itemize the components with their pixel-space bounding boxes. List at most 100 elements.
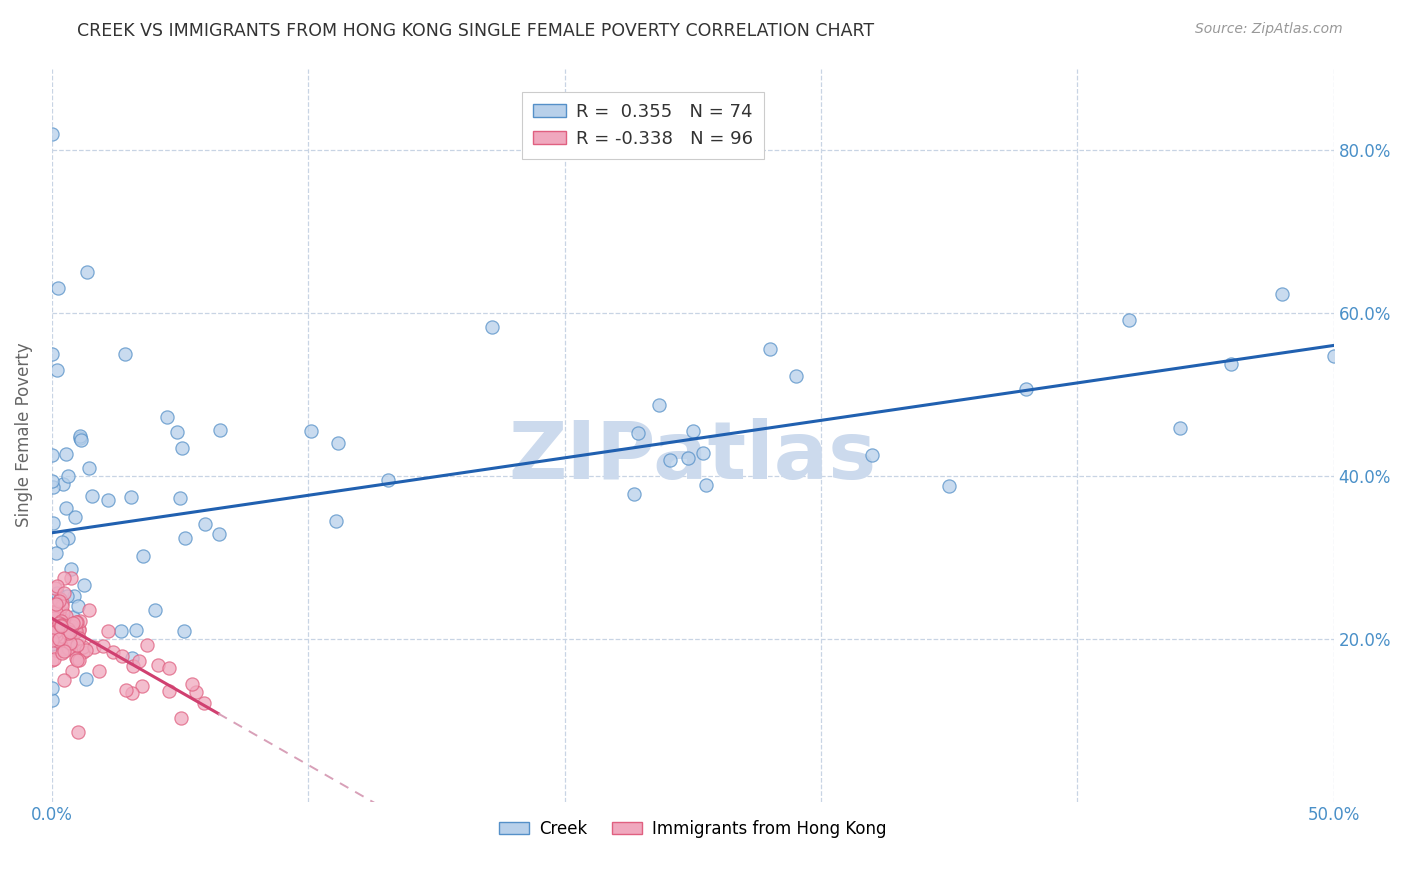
Point — [52, 673, 75, 688]
Point — [65, 651, 87, 665]
Point — [45, 598, 67, 612]
Point — [120, 490, 142, 504]
Y-axis label: Single Female Poverty: Single Female Poverty — [15, 343, 32, 527]
Point — [45, 363, 67, 377]
Point — [157, 661, 180, 675]
Point — [325, 514, 347, 528]
Point — [66, 599, 89, 613]
Point — [42, 611, 65, 625]
Point — [42, 605, 65, 619]
Point — [62, 633, 84, 648]
Point — [42, 480, 65, 494]
Point — [146, 657, 169, 672]
Text: ZIPatlas: ZIPatlas — [509, 418, 877, 496]
Point — [51, 629, 73, 643]
Text: CREEK VS IMMIGRANTS FROM HONG KONG SINGLE FEMALE POVERTY CORRELATION CHART: CREEK VS IMMIGRANTS FROM HONG KONG SINGL… — [77, 22, 875, 40]
Point — [80, 489, 103, 503]
Point — [79, 603, 101, 617]
Point — [156, 409, 179, 424]
Point — [66, 638, 89, 652]
Point — [114, 347, 136, 361]
Point — [60, 562, 83, 576]
Point — [143, 603, 166, 617]
Point — [91, 640, 114, 654]
Point — [1220, 358, 1243, 372]
Point — [48, 632, 70, 647]
Point — [1118, 313, 1140, 327]
Point — [66, 615, 89, 629]
Point — [52, 618, 75, 632]
Point — [56, 531, 79, 545]
Point — [44, 626, 66, 640]
Point — [45, 628, 67, 642]
Point — [41, 637, 63, 651]
Point — [65, 653, 87, 667]
Point — [55, 447, 77, 461]
Point — [46, 628, 69, 642]
Point — [67, 622, 90, 636]
Point — [63, 510, 86, 524]
Point — [41, 632, 63, 647]
Point — [44, 642, 66, 657]
Point — [692, 446, 714, 460]
Point — [101, 645, 124, 659]
Point — [377, 474, 399, 488]
Point — [56, 589, 79, 603]
Point — [41, 606, 63, 620]
Point — [45, 579, 67, 593]
Point — [193, 696, 215, 710]
Point — [69, 614, 91, 628]
Point — [44, 617, 66, 632]
Point — [41, 346, 63, 360]
Point — [67, 631, 90, 645]
Point — [785, 368, 807, 383]
Text: Source: ZipAtlas.com: Source: ZipAtlas.com — [1195, 22, 1343, 37]
Point — [52, 619, 75, 633]
Point — [67, 725, 90, 739]
Point — [208, 423, 231, 437]
Point — [938, 479, 960, 493]
Point — [55, 501, 77, 516]
Legend: Creek, Immigrants from Hong Kong: Creek, Immigrants from Hong Kong — [492, 814, 893, 845]
Point — [44, 652, 66, 666]
Point — [627, 425, 650, 440]
Point — [51, 646, 73, 660]
Point — [174, 531, 197, 545]
Point — [48, 594, 70, 608]
Point — [72, 640, 94, 655]
Point — [157, 683, 180, 698]
Point — [75, 643, 97, 657]
Point — [758, 342, 780, 356]
Point — [48, 605, 70, 619]
Point — [63, 589, 86, 603]
Point — [45, 546, 67, 560]
Point — [111, 649, 134, 664]
Point — [481, 319, 503, 334]
Point — [96, 493, 118, 508]
Point — [42, 623, 65, 637]
Point — [695, 478, 717, 492]
Point — [46, 591, 69, 605]
Point — [46, 281, 69, 295]
Point — [46, 586, 69, 600]
Point — [122, 659, 145, 673]
Point — [42, 599, 65, 613]
Point — [208, 527, 231, 541]
Point — [135, 638, 157, 652]
Point — [169, 491, 191, 506]
Point — [67, 652, 90, 666]
Point — [48, 591, 70, 606]
Point — [52, 606, 75, 620]
Point — [63, 625, 86, 640]
Point — [1168, 421, 1191, 435]
Point — [59, 636, 82, 650]
Point — [51, 612, 73, 626]
Point — [41, 693, 63, 707]
Point — [121, 686, 143, 700]
Point — [41, 474, 63, 488]
Point — [121, 651, 143, 665]
Point — [58, 640, 80, 655]
Point — [97, 624, 120, 639]
Point — [58, 469, 80, 483]
Point — [62, 627, 84, 641]
